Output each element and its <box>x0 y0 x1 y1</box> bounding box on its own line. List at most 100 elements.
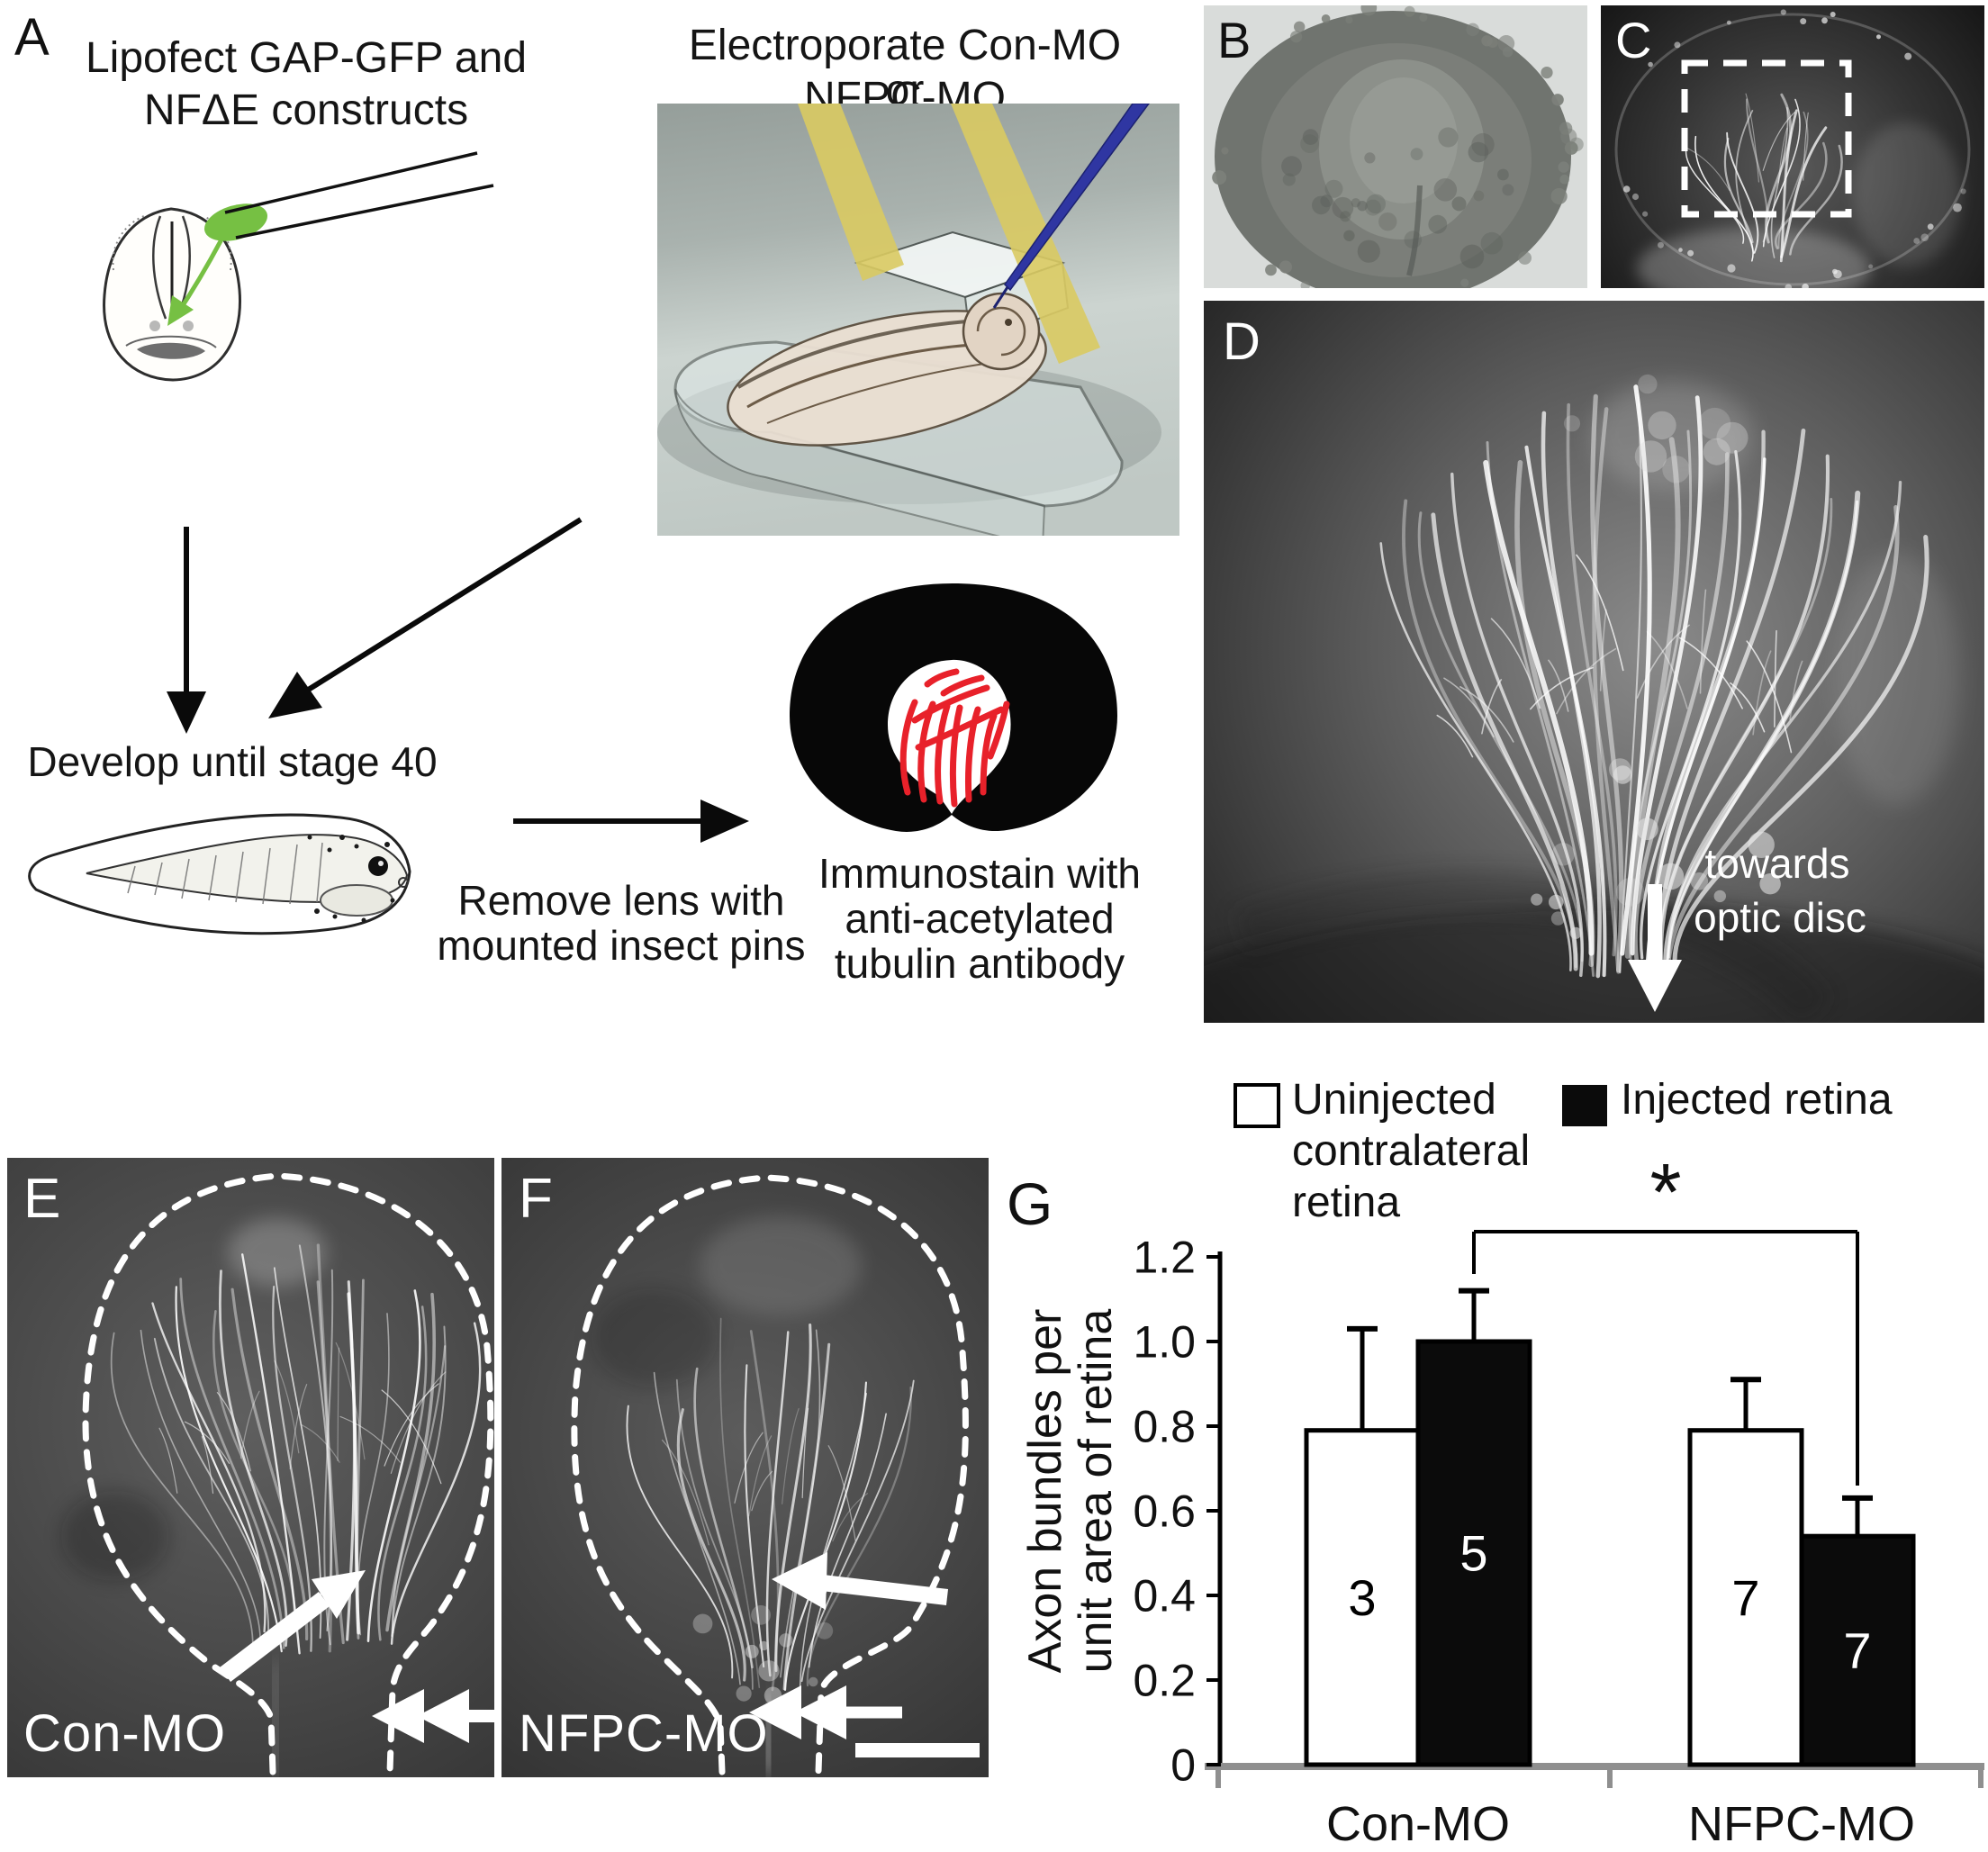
axon-fiber <box>800 1379 915 1683</box>
bar-n-label: 7 <box>1731 1569 1759 1626</box>
texture-dot <box>1300 134 1319 154</box>
axon-fiber <box>1780 126 1828 258</box>
axon-branch <box>1746 640 1793 754</box>
texture-dot <box>1459 244 1485 269</box>
electroporation-needle-icon <box>992 104 1150 309</box>
axon-fiber <box>1726 131 1759 254</box>
texture-dot <box>1713 890 1726 903</box>
axon-branch <box>1789 660 1803 721</box>
texture-dot <box>1345 16 1353 24</box>
texture-dot <box>1541 67 1553 79</box>
texture-dot <box>1560 128 1577 145</box>
caption-lipofect-line1: Lipofect GAP-GFP and <box>85 34 528 82</box>
optic-nerve-double-arrowhead-1 <box>749 1685 801 1739</box>
texture-dot <box>1282 173 1296 186</box>
texture-dot <box>1634 440 1667 473</box>
electroporation-illustration <box>657 104 1179 536</box>
significance-asterisk: * <box>1649 1148 1681 1238</box>
lipofection-pipette-icon <box>167 151 494 326</box>
texture-dot <box>1622 185 1631 193</box>
panel-e-label: E <box>23 1168 61 1230</box>
y-axis-title-line1: Axon bundles per <box>1019 1309 1071 1674</box>
optic-nerve-double-arrowhead-2 <box>794 1685 846 1739</box>
zoom-region-dashed-box <box>1681 59 1852 218</box>
texture-dot <box>1613 765 1632 784</box>
axon-branch <box>1646 630 1688 709</box>
texture-dot <box>1674 41 1681 49</box>
cell-body-blobs <box>692 1604 834 1704</box>
texture-dot <box>816 1622 834 1640</box>
texture-dot <box>1748 831 1775 858</box>
optic-disc-arrow-icon <box>772 1552 827 1610</box>
axon-branch <box>1599 609 1607 691</box>
axon-fiber <box>626 1405 734 1679</box>
axon-branch <box>801 1407 809 1499</box>
texture-dot <box>1518 251 1532 265</box>
optic-nerve-double-arrowhead-1 <box>372 1689 424 1743</box>
axon-branch <box>661 1439 709 1546</box>
texture-dot <box>751 1604 771 1625</box>
axon-fiber <box>219 1269 288 1648</box>
axon-fiber <box>356 1278 365 1640</box>
caption-immunostain-line2: anti-acetylated <box>845 895 1115 942</box>
axon-fiber <box>1779 109 1798 263</box>
texture-dot <box>1320 194 1333 208</box>
axon-fiber <box>1624 437 1681 959</box>
axon-branch <box>337 1347 340 1462</box>
tadpole-speckles <box>307 835 395 923</box>
texture-dot <box>1960 188 1966 194</box>
axon-fiber <box>1486 440 1595 977</box>
y-axis-title-line2: unit area of retina <box>1070 1309 1122 1674</box>
bar-n-label: 7 <box>1843 1622 1871 1679</box>
axon-fan-graphic <box>1685 93 1843 263</box>
axon-fiber <box>774 1324 812 1672</box>
axon-fiber <box>1685 150 1745 244</box>
axon-branch <box>1699 589 1707 694</box>
texture-dot <box>1876 34 1881 40</box>
diagonal-arrow-icon <box>268 672 322 718</box>
texture-dot <box>1759 873 1781 895</box>
towards-optic-disc-line1: towards <box>1704 840 1849 887</box>
texture-dot <box>1904 52 1912 60</box>
panel-a-schematic <box>28 104 1179 935</box>
axon-branch <box>339 1415 401 1463</box>
axon-fiber <box>1620 384 1652 956</box>
axon-branch <box>1556 647 1617 715</box>
texture-dot <box>1638 374 1658 394</box>
axon-branch <box>1762 111 1796 171</box>
texture-dot <box>1549 894 1564 910</box>
axon-fiber <box>1417 511 1584 962</box>
axon-fiber <box>1633 452 1730 965</box>
axon-fiber <box>749 1330 780 1692</box>
texture-dot <box>1419 14 1428 23</box>
panel-f-nfpc-mo-retina <box>502 1158 989 1777</box>
panel-b-graphic <box>1212 5 1584 288</box>
panel-f-label: F <box>519 1168 553 1230</box>
texture-dot <box>1558 161 1569 173</box>
texture-dot <box>1279 260 1292 274</box>
axon-fiber <box>357 1313 390 1636</box>
texture-dot <box>1648 61 1653 68</box>
axon-fiber <box>1630 395 1703 956</box>
panel-c-graphic <box>1614 9 1971 288</box>
axon-branch <box>201 1436 214 1495</box>
legend-uninjected-line1: Uninjected <box>1292 1076 1496 1124</box>
texture-dot <box>1290 31 1303 43</box>
axon-branch <box>274 1360 300 1454</box>
panel-c-label: C <box>1615 12 1652 68</box>
texture-dot <box>1564 141 1578 155</box>
texture-dot <box>1302 129 1319 145</box>
x-category-label-Con-MO: Con-MO <box>1326 1797 1510 1851</box>
axon-branch <box>184 1421 230 1464</box>
bar-Con-MO-injected <box>1415 1339 1532 1767</box>
axon-fiber <box>676 1408 746 1682</box>
texture-dot <box>1780 9 1786 15</box>
optic-disc-arrow-shaft <box>820 1575 949 1605</box>
axon-fiber <box>110 1332 254 1654</box>
y-tick-label: 0.8 <box>1133 1402 1196 1452</box>
axon-fiber <box>1656 497 1833 971</box>
immunostain-eye-illustration <box>790 583 1117 832</box>
texture-dot <box>1631 193 1640 201</box>
stained-axons-red <box>899 668 1010 808</box>
y-tick-label: 1.0 <box>1133 1317 1196 1368</box>
